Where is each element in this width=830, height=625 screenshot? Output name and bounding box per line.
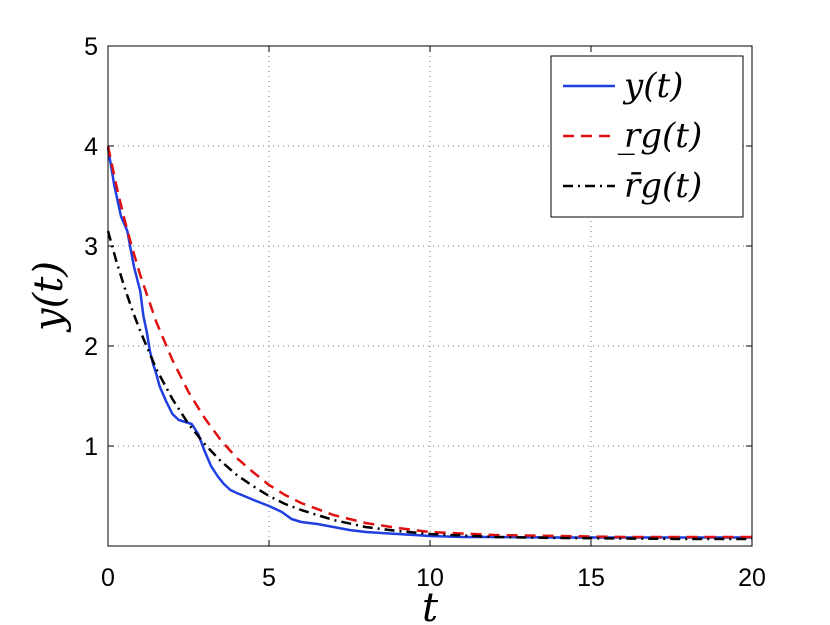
legend-label: y(t) xyxy=(622,66,683,106)
x-tick-label: 5 xyxy=(262,564,276,592)
x-tick-label: 15 xyxy=(577,564,605,592)
grid-lines xyxy=(108,46,752,546)
x-tick-label: 10 xyxy=(416,564,444,592)
y-tick-label: 4 xyxy=(84,133,98,161)
y-axis-title: y(t) xyxy=(26,261,72,333)
x-axis-title: t xyxy=(422,585,439,625)
y-tick-label: 5 xyxy=(84,33,98,61)
series-line xyxy=(106,230,752,541)
legend-label: r̄g(t) xyxy=(624,166,702,206)
x-tick-labels: 0 5 10 15 20 xyxy=(101,564,766,592)
axis-ticks xyxy=(107,45,753,546)
series-line xyxy=(106,145,752,539)
y-tick-label: 3 xyxy=(84,233,98,261)
series-lines xyxy=(106,145,752,541)
x-tick-label: 20 xyxy=(738,564,766,592)
y-tick-labels: 1 2 3 4 5 xyxy=(84,33,98,461)
legend-label: r̲g(t) xyxy=(618,116,702,156)
series-line xyxy=(106,147,752,539)
y-tick-label: 1 xyxy=(84,433,98,461)
legend: y(t) r̲g(t) r̄g(t) xyxy=(550,55,744,218)
y-tick-label: 2 xyxy=(84,333,98,361)
x-tick-label: 0 xyxy=(101,564,115,592)
